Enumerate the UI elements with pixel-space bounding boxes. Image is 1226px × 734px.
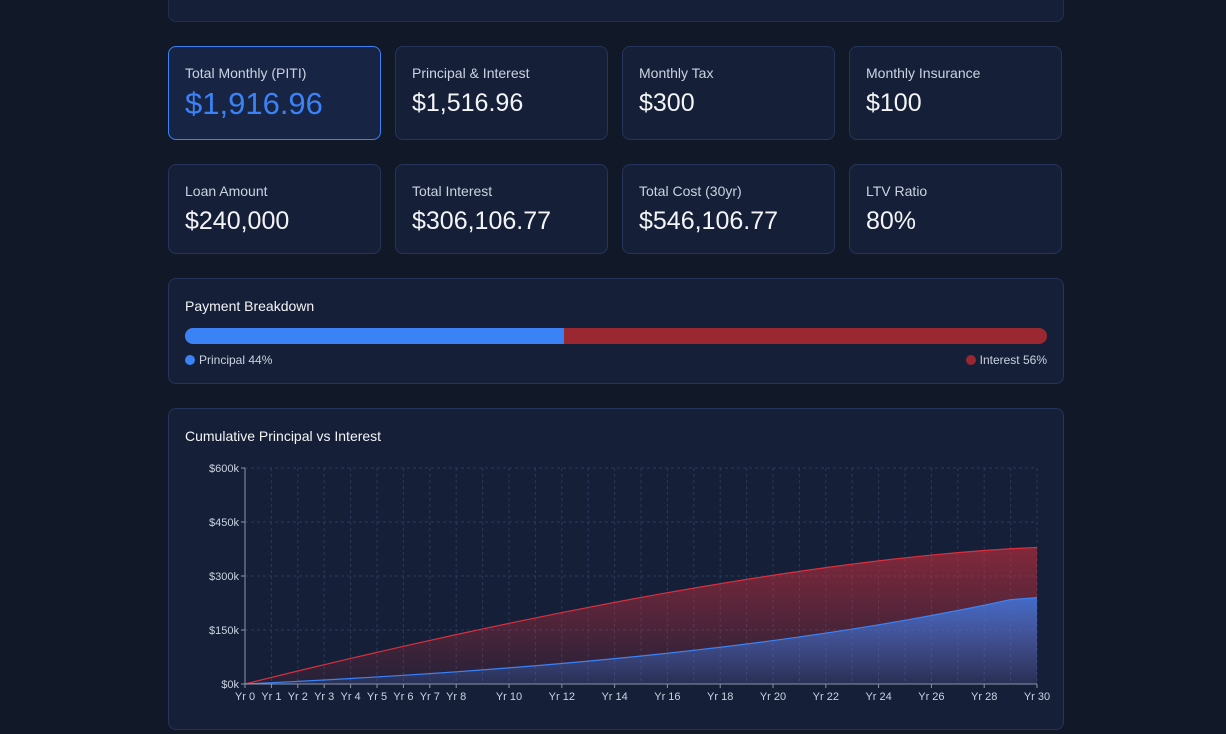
card-label: Total Interest	[412, 183, 493, 199]
y-tick-label: $450k	[209, 517, 239, 529]
x-tick-label: Yr 4	[341, 691, 361, 703]
x-tick-label: Yr 8	[446, 691, 466, 703]
cumulative-chart-title: Cumulative Principal vs Interest	[185, 428, 382, 444]
card-label: Principal & Interest	[412, 65, 530, 81]
card-label: Total Cost (30yr)	[639, 183, 742, 199]
detail_cards-card-ltv-ratio: LTV Ratio 80%	[849, 164, 1062, 254]
summary_cards-card-monthly-tax: Monthly Tax $300	[622, 46, 835, 140]
principal-bar-fill	[185, 328, 565, 344]
x-tick-label: Yr 26	[918, 691, 944, 703]
x-tick-label: Yr 20	[760, 691, 786, 703]
payment-breakdown-title: Payment Breakdown	[185, 298, 315, 314]
detail_cards-card-total-cost-30yr: Total Cost (30yr) $546,106.77	[622, 164, 835, 254]
card-value: 80%	[866, 207, 917, 235]
cumulative-area-chart: $0k $150k $300k $450k $600k Yr 0 Yr 1 Yr 2 Yr 3 Y…	[209, 463, 1050, 703]
summary_cards-card-monthly-insurance: Monthly Insurance $100	[849, 46, 1062, 140]
x-tick-label: Yr 30	[1024, 691, 1050, 703]
y-tick-label: $0k	[221, 679, 239, 691]
y-tick-label: $600k	[209, 463, 239, 475]
card-value: $1,516.96	[412, 89, 524, 117]
x-tick-label: Yr 10	[496, 691, 522, 703]
payment-breakdown-bar	[185, 328, 1047, 344]
x-tick-label: Yr 14	[601, 691, 627, 703]
series-area-1	[245, 597, 1037, 684]
x-tick-label: Yr 0	[235, 691, 255, 703]
principal-legend-label: Principal 44%	[199, 353, 273, 367]
y-tick-label: $150k	[209, 625, 239, 637]
x-tick-label: Yr 22	[813, 691, 839, 703]
x-tick-label: Yr 12	[549, 691, 575, 703]
series-line-1	[244, 597, 1038, 685]
x-tick-label: Yr 18	[707, 691, 733, 703]
x-tick-label: Yr 1	[261, 691, 281, 703]
detail_cards-card-total-interest: Total Interest $306,106.77	[395, 164, 608, 254]
card-label: Monthly Tax	[639, 65, 714, 81]
interest-legend: Interest 56%	[965, 353, 1047, 367]
series-line-0	[244, 546, 1038, 685]
x-tick-label: Yr 3	[314, 691, 334, 703]
payment-breakdown-panel: Payment Breakdown Principal 44% Interest…	[168, 278, 1064, 384]
card-value: $306,106.77	[412, 207, 552, 235]
summary_cards-card-principal-interest: Principal & Interest $1,516.96	[395, 46, 608, 140]
x-tick-label: Yr 2	[288, 691, 308, 703]
interest-legend-label: Interest 56%	[979, 353, 1047, 367]
x-tick-label: Yr 5	[367, 691, 387, 703]
card-value: $100	[866, 89, 922, 117]
x-tick-label: Yr 16	[654, 691, 680, 703]
interest-legend-dot	[965, 355, 976, 365]
card-label: Total Monthly (PITI)	[185, 65, 307, 81]
x-tick-label: Yr 24	[865, 691, 891, 703]
x-tick-label: Yr 7	[420, 691, 440, 703]
card-value: $546,106.77	[639, 207, 779, 235]
principal-legend-dot	[185, 355, 195, 365]
x-tick-label: Yr 28	[971, 691, 997, 703]
card-value: $240,000	[185, 207, 290, 235]
card-label: Monthly Insurance	[866, 65, 981, 81]
x-tick-label: Yr 6	[393, 691, 413, 703]
summary_cards-card-total-monthly-piti: Total Monthly (PITI) $1,916.96	[168, 46, 381, 140]
principal-legend: Principal 44%	[185, 353, 272, 367]
cumulative-chart-panel: Cumulative Principal vs Interest $0k $150…	[168, 408, 1064, 730]
card-label: Loan Amount	[185, 183, 268, 199]
top-panel	[168, 0, 1064, 22]
y-tick-label: $300k	[209, 571, 239, 583]
card-value: $1,916.96	[185, 86, 323, 121]
detail_cards-card-loan-amount: Loan Amount $240,000	[168, 164, 381, 254]
card-label: LTV Ratio	[866, 183, 928, 199]
card-value: $300	[639, 89, 695, 117]
